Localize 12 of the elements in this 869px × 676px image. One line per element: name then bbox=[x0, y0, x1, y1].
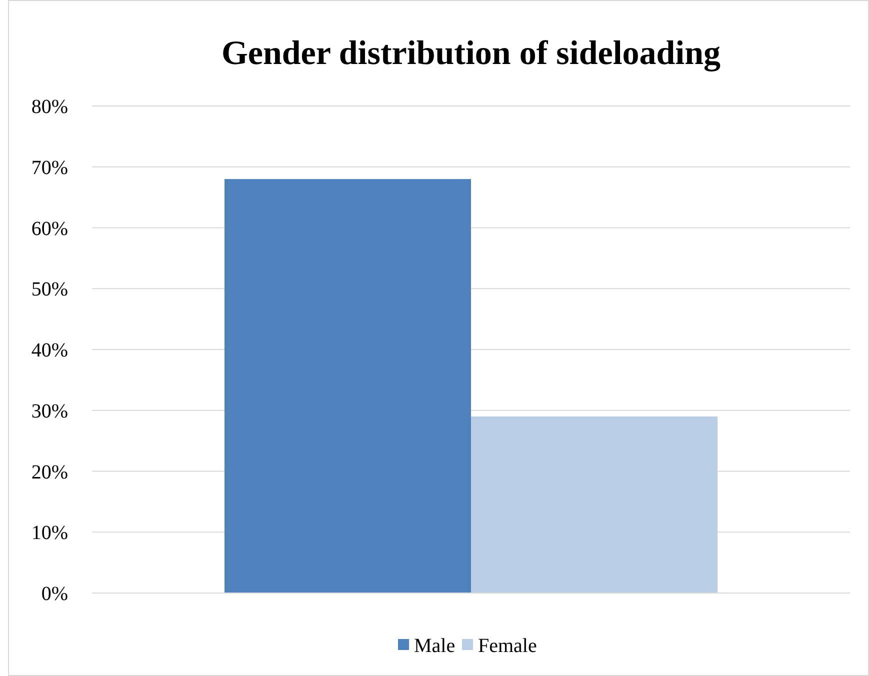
y-tick-label: 0% bbox=[41, 583, 68, 605]
y-tick-label: 20% bbox=[31, 461, 68, 484]
y-tick-label: 80% bbox=[31, 96, 68, 118]
legend-label: Female bbox=[478, 635, 537, 657]
y-tick-label: 30% bbox=[31, 400, 68, 422]
y-tick-label: 40% bbox=[31, 340, 68, 362]
y-tick-label: 60% bbox=[31, 218, 68, 240]
y-tick-label: 50% bbox=[31, 278, 68, 301]
legend-label: Male bbox=[414, 635, 456, 657]
chart-title: Gender distribution of sideloading bbox=[221, 35, 721, 72]
y-tick-label: 70% bbox=[31, 156, 68, 179]
y-tick-label: 10% bbox=[31, 522, 68, 544]
